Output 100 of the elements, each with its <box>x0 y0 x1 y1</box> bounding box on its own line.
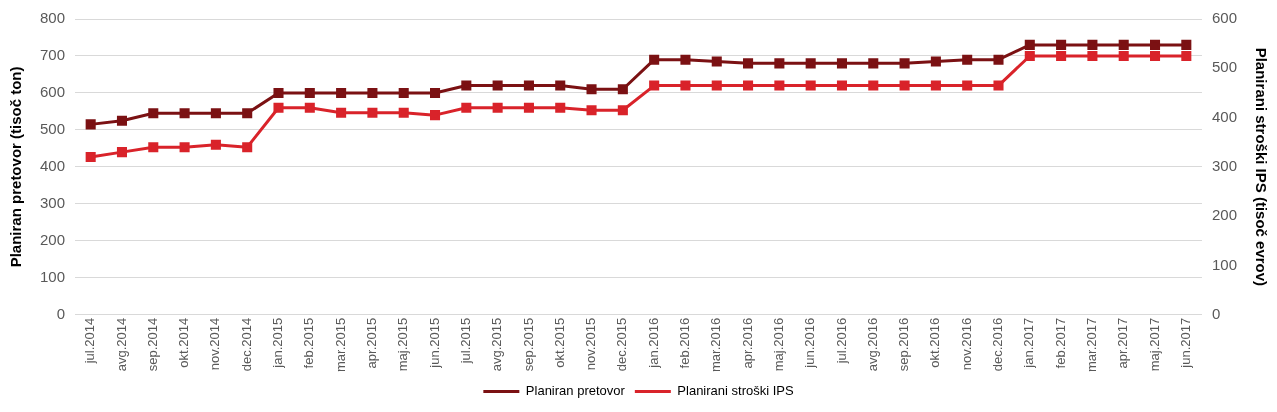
point <box>1181 39 1192 50</box>
point <box>774 80 785 91</box>
x-tick-label: jun.2015 <box>426 317 442 369</box>
point <box>523 102 534 113</box>
x-tick-label: mar.2016 <box>708 317 724 372</box>
point <box>868 80 879 91</box>
y-axis-title: Planiran pretovor (tisoč ton) <box>7 66 25 268</box>
x-tick-label: apr.2015 <box>363 317 379 369</box>
x-tick-label: nov.2016 <box>958 317 974 371</box>
point <box>680 80 691 91</box>
point <box>148 108 159 119</box>
point <box>805 58 816 69</box>
point <box>367 87 378 98</box>
point <box>367 107 378 118</box>
point <box>242 142 253 153</box>
point <box>930 80 941 91</box>
x-tick-label: sep.2016 <box>896 317 912 372</box>
point <box>930 56 941 67</box>
y2-tick-label: 400 <box>1211 107 1237 125</box>
point <box>899 80 910 91</box>
x-tick-label: dec.2016 <box>990 317 1006 372</box>
point <box>461 102 472 113</box>
point <box>743 58 754 69</box>
point <box>210 108 221 119</box>
y-tick-label: 600 <box>40 83 66 101</box>
y2-tick-label: 200 <box>1211 206 1237 224</box>
point <box>492 102 503 113</box>
legend-label: Planirani stroški IPS <box>677 383 794 399</box>
x-tick-label: jul.2016 <box>833 317 849 365</box>
point <box>617 84 628 95</box>
point <box>492 80 503 91</box>
point <box>1149 50 1161 62</box>
x-tick-label: jan.2015 <box>270 317 286 369</box>
point <box>711 56 722 67</box>
point <box>868 58 879 69</box>
point <box>179 108 190 119</box>
x-tick-label: jul.2014 <box>82 317 98 365</box>
point <box>555 102 566 113</box>
y2-axis-title: Planirani stroški IPS (tisoč evrov) <box>1252 47 1270 287</box>
point <box>836 80 848 91</box>
point <box>993 80 1004 91</box>
x-tick-label: feb.2017 <box>1052 317 1068 369</box>
y2-tick-label: 0 <box>1211 304 1221 322</box>
point <box>1024 50 1035 62</box>
x-tick-label: okt.2016 <box>927 317 943 368</box>
x-tick-label: sep.2015 <box>520 317 536 372</box>
x-tick-label: jun.2017 <box>1177 317 1193 369</box>
y-tick-label: 800 <box>40 9 66 27</box>
point <box>398 107 409 118</box>
point <box>586 84 597 95</box>
legend-label: Planiran pretovor <box>525 383 626 399</box>
y-tick-label: 0 <box>56 304 66 322</box>
point <box>743 80 754 91</box>
point <box>899 58 910 69</box>
x-tick-label: apr.2016 <box>739 317 755 369</box>
point <box>210 139 221 150</box>
point <box>649 54 660 65</box>
x-tick-label: dec.2014 <box>238 317 254 372</box>
x-tick-label: maj.2016 <box>770 317 786 372</box>
x-tick-label: avg.2014 <box>113 317 129 372</box>
point <box>85 152 96 163</box>
point <box>304 87 315 98</box>
x-tick-label: jan.2017 <box>1021 317 1037 369</box>
y-tick-label: 100 <box>40 267 66 285</box>
x-tick-label: jan.2016 <box>645 317 661 369</box>
x-tick-label: okt.2015 <box>551 317 567 368</box>
point <box>1149 39 1161 50</box>
point <box>1087 39 1098 50</box>
x-tick-label: maj.2015 <box>395 317 411 372</box>
point <box>304 102 315 113</box>
x-tick-label: mar.2017 <box>1083 317 1099 372</box>
point <box>962 80 973 91</box>
y2-tick-label: 300 <box>1211 157 1237 175</box>
point <box>805 80 816 91</box>
point <box>1087 50 1098 62</box>
point <box>242 108 253 119</box>
point <box>680 54 691 65</box>
x-tick-label: sep.2014 <box>144 317 160 372</box>
x-tick-label: avg.2015 <box>489 317 505 372</box>
point <box>429 87 441 98</box>
point <box>1056 50 1067 62</box>
point <box>336 87 347 98</box>
point <box>774 58 785 69</box>
point <box>398 87 409 98</box>
x-tick-label: jul.2015 <box>457 317 473 365</box>
point <box>555 80 566 91</box>
point <box>273 102 284 113</box>
x-tick-label: avg.2016 <box>864 317 880 372</box>
point <box>1118 50 1129 62</box>
point <box>836 58 848 69</box>
point <box>116 147 128 158</box>
point <box>429 110 441 121</box>
x-tick-label: dec.2015 <box>614 317 630 372</box>
point <box>962 54 973 65</box>
x-tick-label: okt.2014 <box>176 317 192 368</box>
point <box>617 105 628 116</box>
point <box>711 80 722 91</box>
point <box>1181 50 1192 62</box>
x-tick-label: maj.2017 <box>1146 317 1162 372</box>
point <box>336 107 347 118</box>
